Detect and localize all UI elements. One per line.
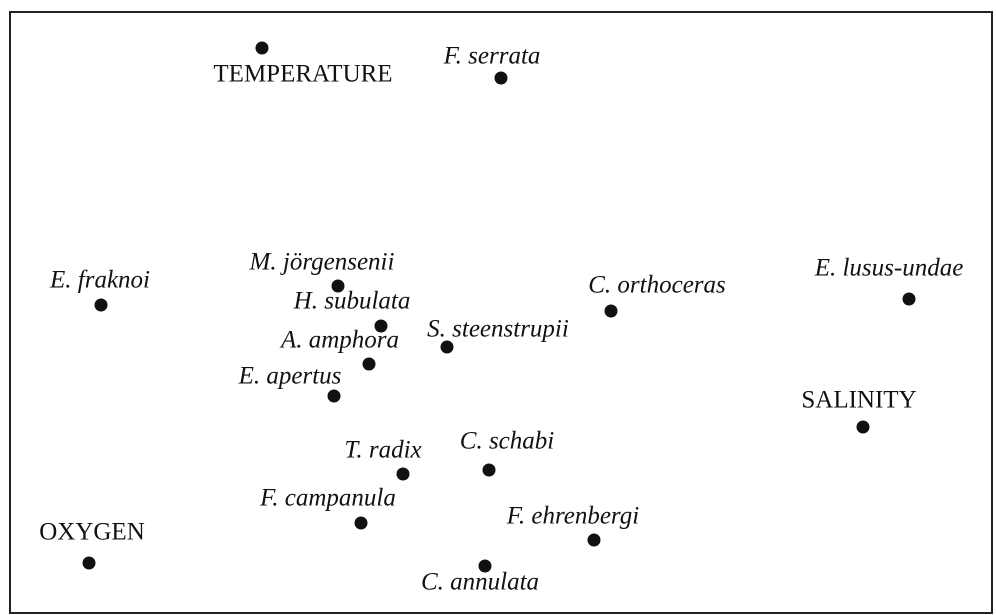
point-label: C. annulata [421,569,539,596]
point [587,533,601,547]
point-label: TEMPERATURE [213,61,392,88]
point [374,319,388,333]
point [354,516,368,530]
point [856,420,870,434]
point [396,467,410,481]
point [902,292,916,306]
point-label: F. serrata [443,43,541,70]
point [604,304,618,318]
point-label: E. fraknoi [49,267,150,294]
frame [9,11,993,614]
point-label: F. campanula [259,485,396,512]
point [94,298,108,312]
point-label: M. jörgensenii [249,249,395,276]
point-label: T. radix [344,437,421,464]
point-label: C. schabi [460,428,555,455]
point-label: E. lusus-undae [814,255,964,282]
point-label: E. apertus [238,363,342,390]
point [478,559,492,573]
point-label: S. steenstrupii [427,316,569,343]
point [255,41,269,55]
point-label: H. subulata [293,288,411,315]
point-label: SALINITY [801,387,916,414]
point [440,340,454,354]
point [327,389,341,403]
point-label: A. amphora [279,327,399,354]
point-label: OXYGEN [39,519,145,546]
point [82,556,96,570]
point [362,357,376,371]
point-label: F. ehrenbergi [506,503,639,530]
point-label: C. orthoceras [588,272,726,299]
point [494,71,508,85]
point [482,463,496,477]
point [331,279,345,293]
